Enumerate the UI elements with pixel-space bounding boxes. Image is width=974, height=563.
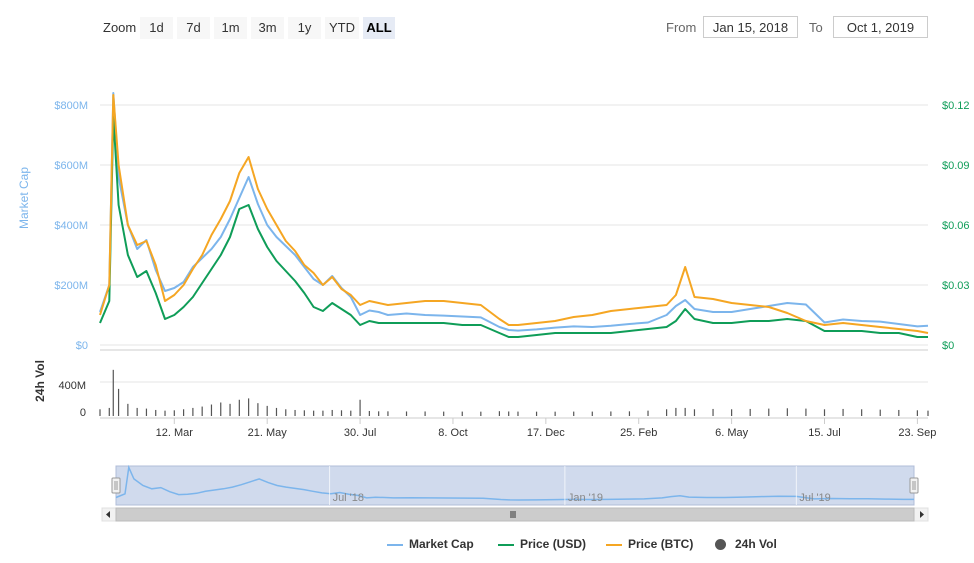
- legend: Market Cap Price (USD) Price (BTC) 24h V…: [0, 533, 974, 557]
- legend-label: Market Cap: [409, 537, 474, 551]
- right-tick-label: $0.09: [942, 160, 970, 172]
- left-tick-label: $400M: [54, 220, 88, 232]
- x-tick-label: 30. Jul: [344, 427, 376, 439]
- volume-tick-label: 400M: [58, 380, 86, 392]
- zoom-button-ytd[interactable]: YTD: [325, 17, 359, 39]
- scrollbar[interactable]: [101, 507, 929, 522]
- navigator[interactable]: Jul '18 Jan '19 Jul '19: [111, 464, 919, 506]
- navigator-handle[interactable]: [909, 477, 919, 494]
- right-tick-label: $0.06: [942, 220, 970, 232]
- navigator-selection: [115, 465, 915, 506]
- price-chart: $0 $200M $400M $600M $800M $0 $0.03 $0.06 $0.09…: [17, 92, 970, 522]
- zoom-button-3m[interactable]: 3m: [251, 17, 284, 39]
- from-date-input[interactable]: Jan 15, 2018: [703, 16, 798, 38]
- x-tick-label: 12. Mar: [156, 427, 194, 439]
- right-tick-label: $0: [942, 340, 954, 352]
- range-selector: Zoom 1d 7d 1m 3m 1y YTD ALL From Jan 15,…: [0, 0, 974, 56]
- left-tick-label: $200M: [54, 280, 88, 292]
- zoom-button-1y[interactable]: 1y: [288, 17, 321, 39]
- volume-axis-title: 24h Vol: [33, 360, 47, 402]
- series-line-price-usd: [99, 114, 928, 338]
- series-line-market-cap: [99, 92, 929, 332]
- legend-label: 24h Vol: [735, 537, 777, 551]
- zoom-button-1m[interactable]: 1m: [214, 17, 247, 39]
- scroll-left-arrow-icon[interactable]: [106, 511, 110, 518]
- x-tick-label: 6. May: [715, 427, 749, 439]
- zoom-button-7d[interactable]: 7d: [177, 17, 210, 39]
- zoom-label: Zoom: [103, 20, 137, 35]
- navigator-tick-label: Jul '18: [333, 492, 364, 504]
- scroll-right-arrow-icon[interactable]: [920, 511, 924, 518]
- x-tick-label: 23. Sep: [898, 427, 936, 439]
- x-tick-label: 8. Oct: [438, 427, 467, 439]
- right-axis-ticks: $0 $0.03 $0.06 $0.09 $0.12: [942, 100, 970, 352]
- x-tick-label: 25. Feb: [620, 427, 657, 439]
- right-tick-label: $0.03: [942, 280, 970, 292]
- legend-label: Price (BTC): [628, 537, 694, 551]
- left-axis-ticks: $0 $200M $400M $600M $800M: [54, 100, 88, 352]
- series-lines: [99, 92, 929, 338]
- zoom-button-1d[interactable]: 1d: [140, 17, 173, 39]
- series-line-price-btc: [99, 94, 929, 334]
- volume-dot-icon: [715, 539, 726, 550]
- navigator-tick-label: Jul '19: [799, 492, 830, 504]
- x-axis-ticks: 12. Mar 21. May 30. Jul 8. Oct 17. Dec 25. Fe…: [156, 418, 936, 439]
- price-btc-swatch: [606, 544, 622, 546]
- to-label: To: [809, 20, 823, 35]
- left-tick-label: $800M: [54, 100, 88, 112]
- navigator-tick-label: Jan '19: [568, 492, 603, 504]
- navigator-series: [115, 464, 914, 501]
- x-tick-label: 17. Dec: [527, 427, 565, 439]
- price-usd-swatch: [498, 544, 514, 546]
- volume-tick-label: 0: [80, 407, 86, 419]
- zoom-button-all[interactable]: ALL: [363, 17, 395, 39]
- left-tick-label: $600M: [54, 160, 88, 172]
- x-tick-label: 21. May: [248, 427, 288, 439]
- right-tick-label: $0.12: [942, 100, 970, 112]
- from-label: From: [666, 20, 697, 35]
- to-date-input[interactable]: Oct 1, 2019: [833, 16, 928, 38]
- grid: [100, 104, 928, 419]
- volume-axis-ticks: 0 400M: [58, 380, 86, 419]
- volume-series: [99, 369, 929, 416]
- left-tick-label: $0: [76, 340, 88, 352]
- navigator-handle[interactable]: [111, 477, 121, 494]
- legend-label: Price (USD): [520, 537, 587, 551]
- x-tick-label: 15. Jul: [808, 427, 840, 439]
- market-cap-swatch: [387, 544, 403, 546]
- left-axis-title: Market Cap: [17, 167, 31, 229]
